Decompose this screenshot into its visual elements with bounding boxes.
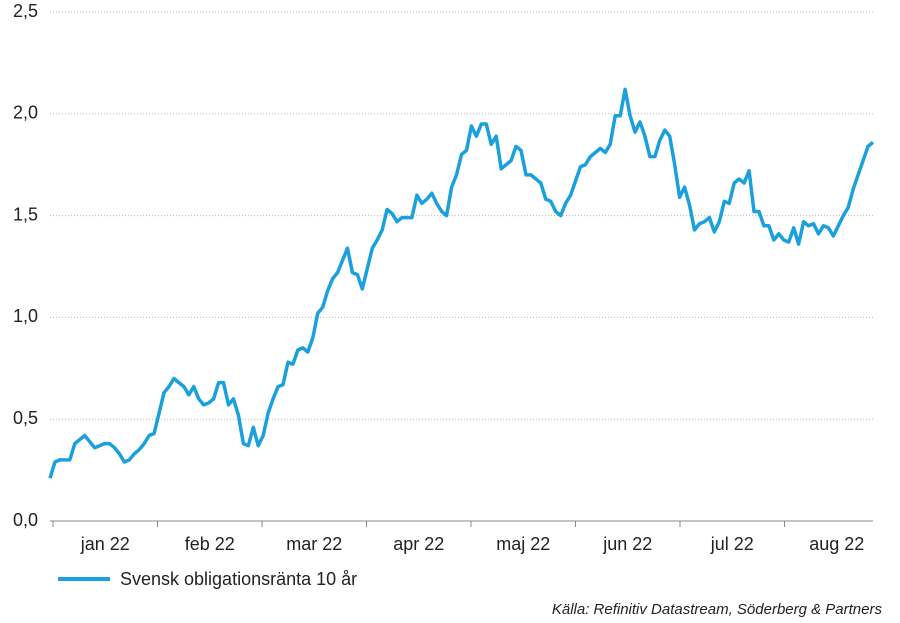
y-tick-label: 0,5 [13,408,38,428]
x-tick-label: feb 22 [185,534,235,554]
legend-label: Svensk obligationsränta 10 år [120,569,357,589]
source-note: Källa: Refinitiv Datastream, Söderberg &… [552,601,883,618]
y-tick-label: 2,0 [13,103,38,123]
x-tick-label: apr 22 [393,534,444,554]
x-tick-label: jul 22 [710,534,754,554]
y-tick-label: 2,5 [13,1,38,21]
y-tick-label: 1,5 [13,204,38,224]
x-tick-label: aug 22 [809,534,864,554]
x-tick-label: mar 22 [286,534,342,554]
y-tick-label: 0,0 [13,510,38,530]
y-tick-label: 1,0 [13,306,38,326]
x-tick-label: jun 22 [602,534,652,554]
x-tick-label: jan 22 [80,534,130,554]
x-tick-label: maj 22 [496,534,550,554]
series-line [48,87,875,479]
